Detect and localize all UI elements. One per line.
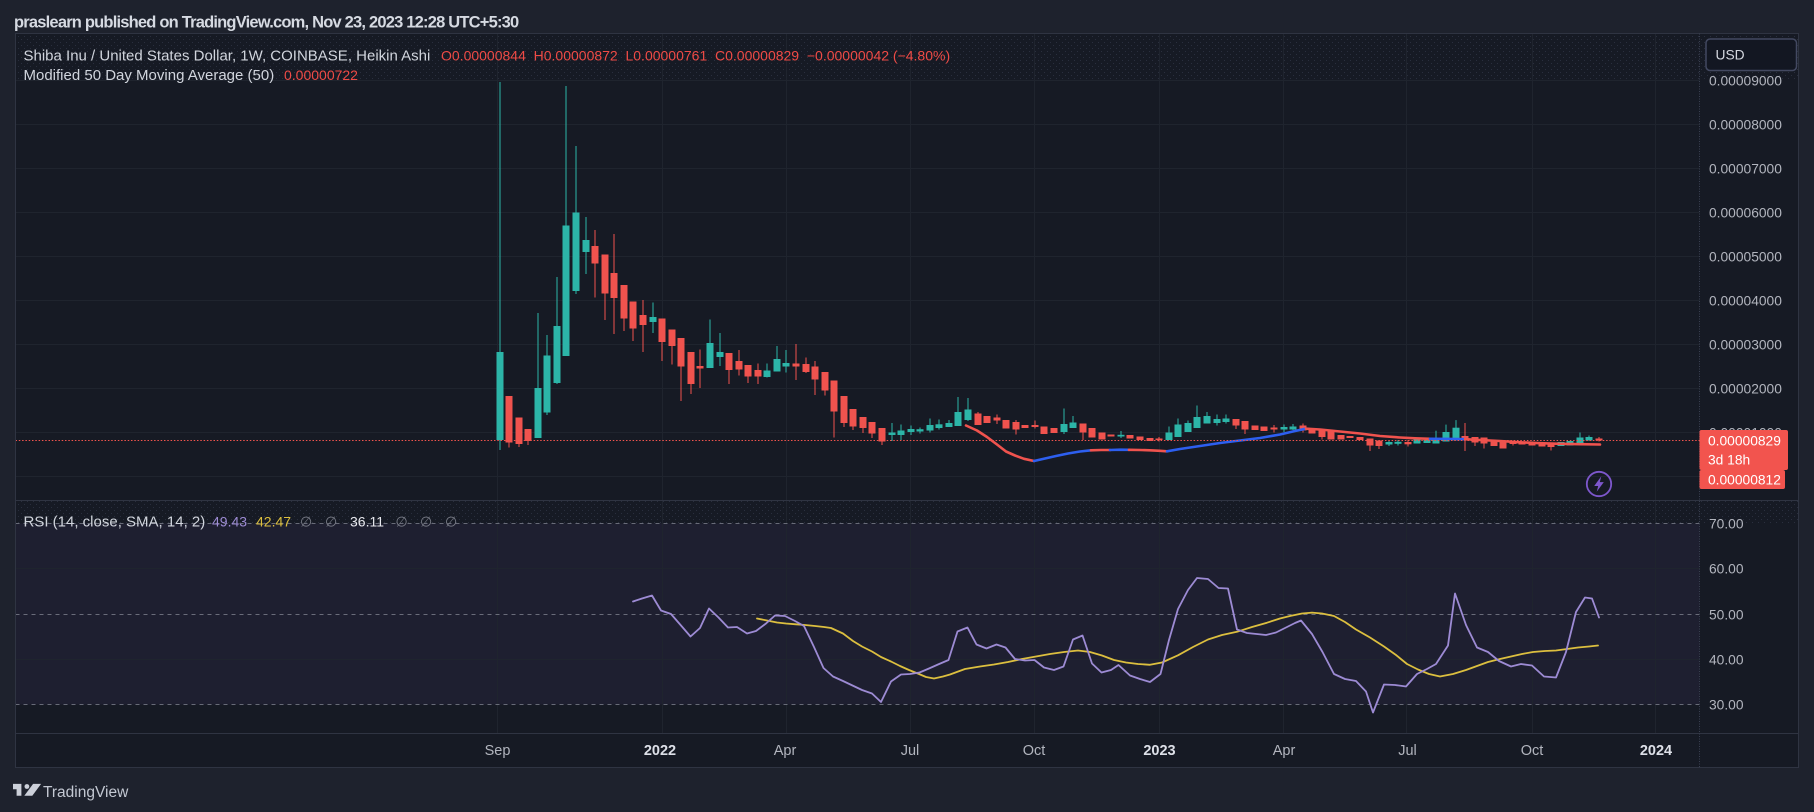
svg-text:3d 18h: 3d 18h <box>1708 453 1750 468</box>
svg-text:49.43: 49.43 <box>212 514 247 530</box>
svg-text:70.00: 70.00 <box>1709 517 1744 532</box>
svg-text:Jul: Jul <box>901 743 920 759</box>
svg-text:∅: ∅ <box>300 514 312 530</box>
svg-text:0.00008000: 0.00008000 <box>1709 118 1782 133</box>
svg-text:0.00000829: 0.00000829 <box>1708 434 1781 449</box>
svg-text:RSI (14, close, SMA, 14, 2): RSI (14, close, SMA, 14, 2) <box>24 514 206 531</box>
svg-text:∅: ∅ <box>420 514 432 530</box>
svg-text:42.47: 42.47 <box>256 514 291 530</box>
svg-text:0.00002000: 0.00002000 <box>1709 382 1782 397</box>
svg-text:0.00003000: 0.00003000 <box>1709 338 1782 353</box>
svg-text:Oct: Oct <box>1023 743 1046 759</box>
svg-text:2023: 2023 <box>1143 743 1175 759</box>
svg-text:0.00000722: 0.00000722 <box>284 67 358 83</box>
svg-text:O0.00000844 H0.00000872 L0.0: O0.00000844 H0.00000872 L0.00000761 C0.0… <box>441 48 950 64</box>
svg-text:Modified 50 Day Moving Average: Modified 50 Day Moving Average (50) <box>24 67 275 84</box>
svg-text:Sep: Sep <box>485 743 511 759</box>
svg-text:0.00005000: 0.00005000 <box>1709 250 1782 265</box>
svg-text:TradingView: TradingView <box>43 784 129 801</box>
svg-text:0.00009000: 0.00009000 <box>1709 74 1782 89</box>
svg-text:Apr: Apr <box>1273 743 1296 759</box>
svg-text:∅: ∅ <box>325 514 337 530</box>
svg-text:36.11: 36.11 <box>350 514 384 530</box>
svg-text:40.00: 40.00 <box>1709 653 1744 668</box>
svg-text:2024: 2024 <box>1640 743 1672 759</box>
svg-text:Oct: Oct <box>1521 743 1544 759</box>
svg-text:Jul: Jul <box>1398 743 1417 759</box>
svg-text:60.00: 60.00 <box>1709 562 1744 577</box>
svg-text:30.00: 30.00 <box>1709 698 1744 713</box>
svg-text:0.00004000: 0.00004000 <box>1709 294 1782 309</box>
svg-text:∅: ∅ <box>396 514 408 530</box>
svg-text:Apr: Apr <box>774 743 797 759</box>
svg-text:Shiba Inu / United States Doll: Shiba Inu / United States Dollar, 1W, CO… <box>24 48 431 65</box>
svg-text:50.00: 50.00 <box>1709 608 1744 623</box>
svg-text:∅: ∅ <box>445 514 457 530</box>
svg-text:2022: 2022 <box>644 743 676 759</box>
svg-text:0.00006000: 0.00006000 <box>1709 206 1782 221</box>
svg-text:0.00007000: 0.00007000 <box>1709 162 1782 177</box>
svg-text:USD: USD <box>1716 48 1745 63</box>
svg-text:praslearn published on Trading: praslearn published on TradingView.com, … <box>14 14 519 32</box>
svg-text:0.00000812: 0.00000812 <box>1708 473 1781 488</box>
